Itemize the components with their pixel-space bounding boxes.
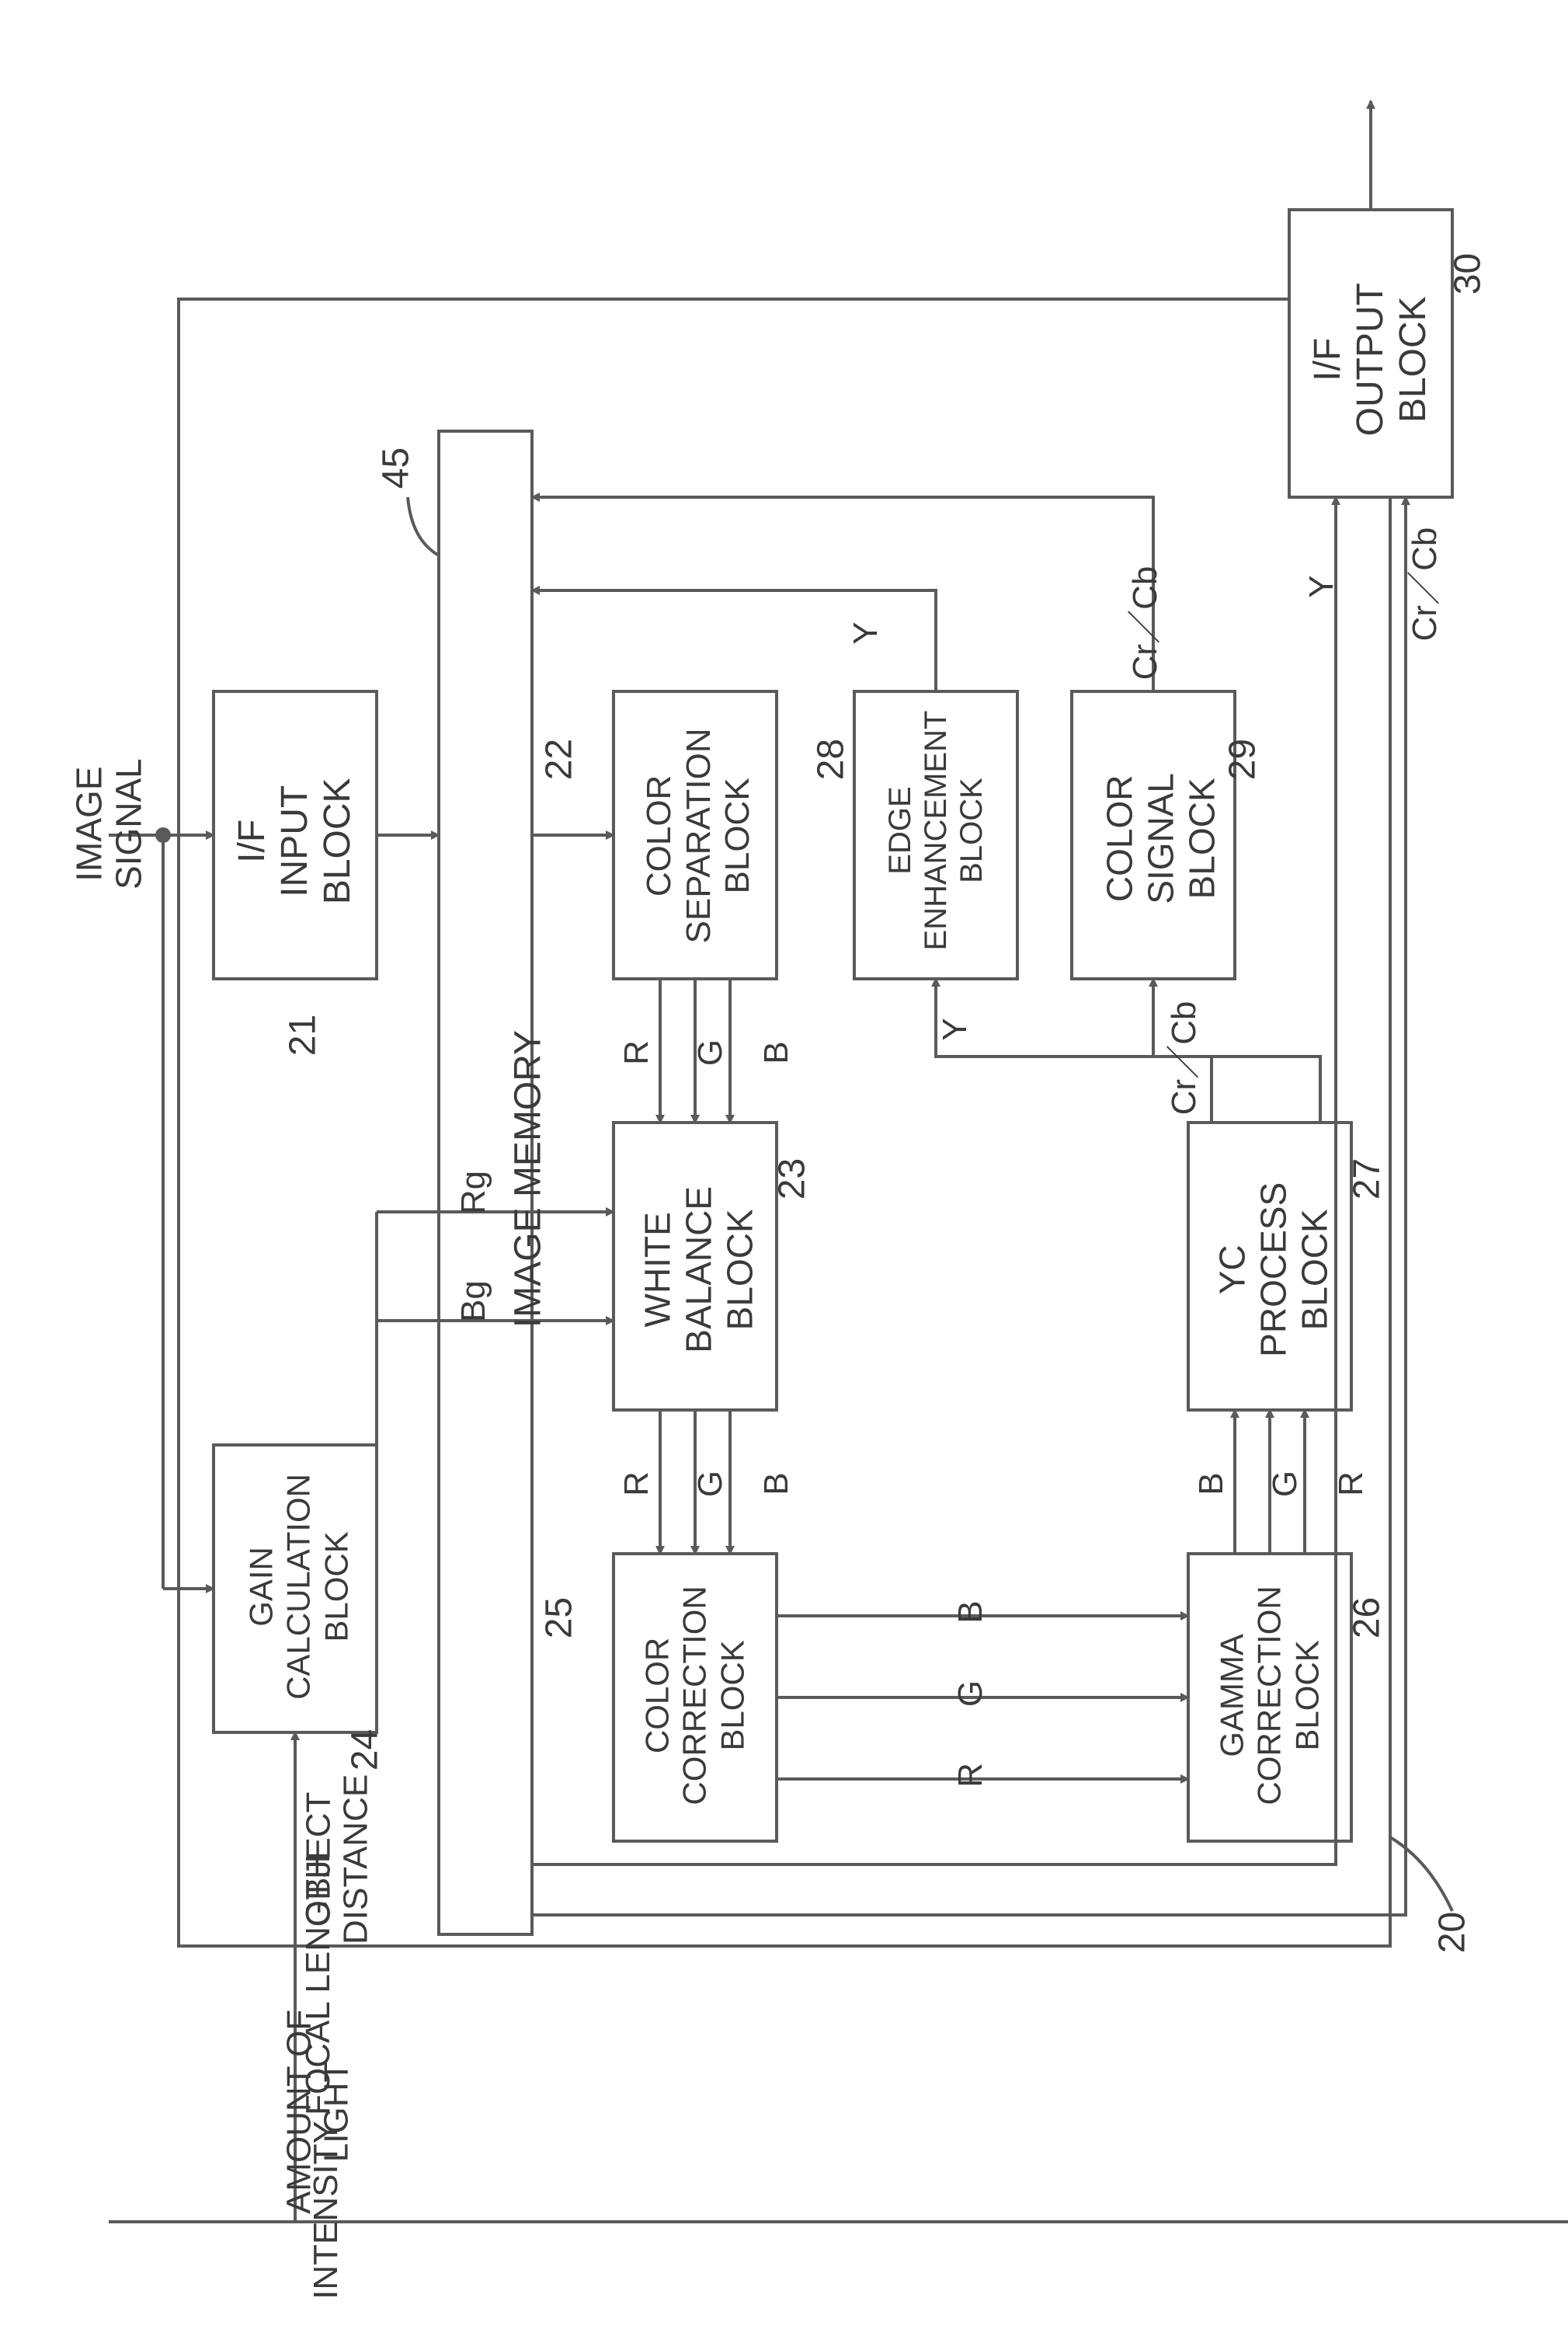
- sig-g-3: G: [951, 1670, 990, 1717]
- sig-r-3: R: [951, 1752, 990, 1798]
- gamma-label: GAMMA CORRECTION BLOCK: [1214, 1567, 1326, 1823]
- sig-y-1: Y: [936, 1006, 975, 1053]
- ref-21: 21: [282, 1004, 325, 1067]
- ref-30: 30: [1447, 243, 1490, 305]
- ref-45: 45: [375, 437, 418, 500]
- color-corr-label: COLOR CORRECTION BLOCK: [639, 1567, 752, 1823]
- diagram-canvas: FIG. 2: [0, 0, 1568, 2336]
- sig-rg: Rg: [454, 1161, 493, 1224]
- sig-crcb-2: Cr／Cb: [1117, 553, 1166, 693]
- color-sep-label: COLOR SEPARATION BLOCK: [640, 708, 758, 964]
- sig-g-4: G: [1266, 1460, 1305, 1507]
- if-input-label: I/F INPUT BLOCK: [231, 725, 360, 958]
- ref-27: 27: [1346, 1148, 1389, 1210]
- sig-b-1: B: [757, 1029, 796, 1076]
- gain-calc-label: GAIN CALCULATION BLOCK: [243, 1458, 356, 1715]
- ref-26: 26: [1346, 1587, 1389, 1649]
- color-sig-label: COLOR SIGNAL BLOCK: [1100, 714, 1223, 963]
- sig-b-2: B: [757, 1460, 796, 1507]
- sig-bg: Bg: [454, 1270, 493, 1332]
- edge-label: EDGE ENHANCEMENT BLOCK: [882, 698, 989, 963]
- ref-22: 22: [538, 729, 581, 791]
- ref-23: 23: [771, 1148, 814, 1210]
- sig-g-1: G: [691, 1029, 730, 1076]
- input-intensity: INTENSITY: [307, 2109, 346, 2311]
- if-output-label: I/F OUTPUT BLOCK: [1306, 243, 1435, 476]
- sig-crcb-1: Cr／Cb: [1156, 988, 1205, 1128]
- white-bal-label: WHITE BALANCE BLOCK: [638, 1145, 761, 1394]
- ref-29: 29: [1222, 729, 1264, 791]
- sig-crcb-3: Cr／Cb: [1396, 514, 1446, 654]
- sig-b-4: B: [1192, 1460, 1231, 1507]
- sig-g-2: G: [691, 1460, 730, 1507]
- ref-20: 20: [1431, 1902, 1474, 1964]
- yc-label: YC PROCESS BLOCK: [1212, 1145, 1336, 1394]
- sig-r-1: R: [617, 1029, 656, 1076]
- ref-28: 28: [810, 729, 853, 791]
- sig-r-2: R: [617, 1460, 656, 1507]
- ref-25: 25: [538, 1587, 581, 1649]
- image-memory-label: IMAGE MEMORY: [507, 985, 550, 1373]
- sig-y-2: Y: [847, 610, 885, 656]
- sig-r-4: R: [1332, 1460, 1371, 1507]
- input-image-signal: IMAGE SIGNAL: [69, 731, 148, 917]
- sig-y-3: Y: [1302, 563, 1341, 610]
- sig-b-3: B: [951, 1589, 990, 1635]
